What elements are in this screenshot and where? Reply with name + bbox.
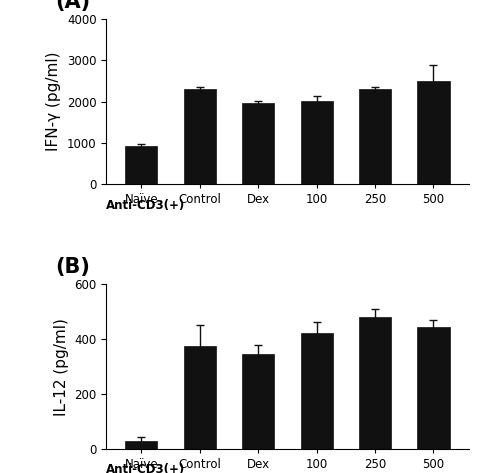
- Bar: [300, 333, 333, 449]
- Bar: [359, 89, 391, 184]
- Bar: [300, 101, 333, 184]
- Y-axis label: IFN-γ (pg/ml): IFN-γ (pg/ml): [46, 52, 61, 151]
- Bar: [184, 89, 216, 184]
- Bar: [125, 441, 157, 449]
- Bar: [242, 104, 274, 184]
- Text: Anti-CD3(+): Anti-CD3(+): [106, 199, 185, 211]
- Bar: [359, 317, 391, 449]
- Bar: [417, 81, 450, 184]
- Y-axis label: IL-12 (pg/ml): IL-12 (pg/ml): [54, 318, 69, 415]
- Text: Anti-CD3(+): Anti-CD3(+): [106, 464, 185, 473]
- Bar: [125, 147, 157, 184]
- Text: (A): (A): [56, 0, 91, 12]
- Bar: [242, 354, 274, 449]
- Bar: [184, 346, 216, 449]
- Bar: [417, 326, 450, 449]
- Text: (B): (B): [56, 257, 90, 277]
